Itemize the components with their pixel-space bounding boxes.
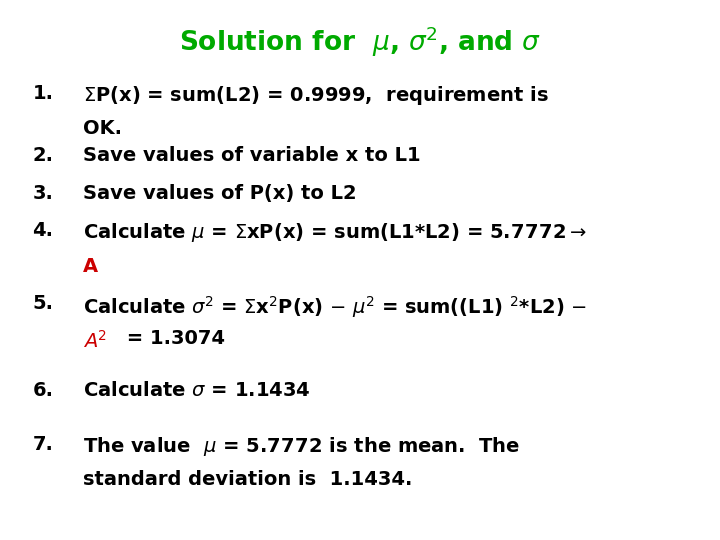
Text: Save values of variable x to L1: Save values of variable x to L1 <box>83 146 420 165</box>
Text: Calculate $\mathit{\mu}$ = $\Sigma$xP(x) = sum(L1*L2) = 5.7772$\rightarrow$: Calculate $\mathit{\mu}$ = $\Sigma$xP(x)… <box>83 221 587 245</box>
Text: 7.: 7. <box>32 435 53 454</box>
Text: 4.: 4. <box>32 221 53 240</box>
Text: $A$$^2$: $A$$^2$ <box>83 329 107 352</box>
Text: The value  $\mathit{\mu}$ = 5.7772 is the mean.  The: The value $\mathit{\mu}$ = 5.7772 is the… <box>83 435 520 458</box>
Text: 1.: 1. <box>32 84 53 103</box>
Text: A: A <box>83 256 98 275</box>
Text: 2.: 2. <box>32 146 53 165</box>
Text: OK.: OK. <box>83 119 122 138</box>
Text: $\Sigma$P(x) = sum(L2) = 0.9999,  requirement is: $\Sigma$P(x) = sum(L2) = 0.9999, require… <box>83 84 549 107</box>
Text: Calculate $\mathit{\sigma}$$^2$ = $\Sigma$x$^2$P(x) $-$ $\mathit{\mu}$$^2$ = sum: Calculate $\mathit{\sigma}$$^2$ = $\Sigm… <box>83 294 587 320</box>
Text: Save values of P(x) to L2: Save values of P(x) to L2 <box>83 184 356 202</box>
Text: 5.: 5. <box>32 294 53 313</box>
Text: 3.: 3. <box>32 184 53 202</box>
Text: = 1.3074: = 1.3074 <box>120 329 225 348</box>
Text: standard deviation is  1.1434.: standard deviation is 1.1434. <box>83 470 412 489</box>
Text: Calculate $\mathit{\sigma}$ = 1.1434: Calculate $\mathit{\sigma}$ = 1.1434 <box>83 381 310 400</box>
Text: 6.: 6. <box>32 381 53 400</box>
Text: Solution for  $\mathit{\mu}$, $\mathit{\sigma}$$^2$, and $\mathit{\sigma}$: Solution for $\mathit{\mu}$, $\mathit{\s… <box>179 24 541 59</box>
